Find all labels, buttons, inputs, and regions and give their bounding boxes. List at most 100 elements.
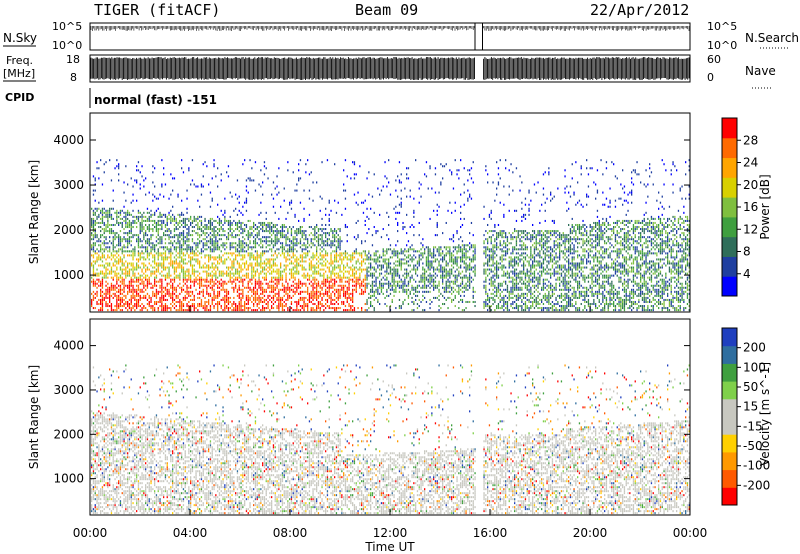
power-cell [253,236,254,238]
power-cell [118,212,119,214]
power-cell [141,269,142,271]
power-cell [109,295,110,297]
power-cell [177,234,178,236]
power-cell [123,181,124,183]
power-cell [206,281,207,283]
power-cell [253,303,254,305]
power-cell [237,226,238,228]
power-cell [156,297,157,299]
power-cell [251,167,252,169]
power-cell [122,262,123,264]
power-cell [262,267,263,269]
power-cell [118,262,119,264]
power-cell [129,226,130,228]
power-cell [129,307,130,309]
power-cell [195,271,196,273]
power-cell [177,256,178,258]
power-cell [149,238,150,240]
power-cell [109,291,110,293]
power-cell [192,293,193,295]
power-cell [194,285,195,287]
power-cell [203,230,204,232]
power-cell [143,262,144,264]
power-cell [231,269,232,271]
power-cell [239,297,240,299]
power-cell [141,165,142,167]
power-cell [258,273,259,275]
power-cell [102,291,103,293]
power-cell [197,226,198,228]
power-cell [194,220,195,222]
power-cell [242,248,243,250]
power-cell [226,252,227,254]
power-cell [120,256,121,258]
power-cell [138,305,139,307]
power-cell [114,224,115,226]
power-cell [179,242,180,244]
power-cell [240,222,241,224]
power-cell [246,297,247,299]
power-cell [239,271,240,273]
power-cell [120,287,121,289]
power-cell [188,226,189,228]
power-cell [122,222,123,224]
power-cell [194,230,195,232]
power-cell [233,252,234,254]
power-cell [127,309,128,311]
power-cell [197,242,198,244]
power-cell [150,265,151,267]
power-cell [141,271,142,273]
power-cell [228,165,229,167]
power-cell [138,212,139,214]
power-cell [168,262,169,264]
power-cell [206,236,207,238]
power-cell [185,275,186,277]
power-cell [113,236,114,238]
power-cell [224,301,225,303]
power-cell [104,273,105,275]
power-cell [185,291,186,293]
power-cell [170,279,171,281]
power-cell [127,210,128,212]
power-cell [244,267,245,269]
power-cell [152,256,153,258]
power-cell [95,177,96,179]
power-cell [239,226,240,228]
power-cell [132,291,133,293]
power-cell [105,224,106,226]
power-cell [156,271,157,273]
power-cell [188,232,189,234]
power-cell [167,299,168,301]
power-cell [91,248,92,250]
power-cell [262,289,263,291]
power-cell [181,271,182,273]
power-cell [260,273,261,275]
power-cell [246,244,247,246]
power-cell [242,289,243,291]
power-cell [158,232,159,234]
power-cell [212,248,213,250]
power-cell [239,254,240,256]
power-cell [168,218,169,220]
power-cell [255,242,256,244]
power-cell [244,287,245,289]
power-cell [242,297,243,299]
power-cell [138,258,139,260]
power-cell [145,279,146,281]
power-cell [154,271,155,273]
power-cell [122,299,123,301]
power-cell [136,265,137,267]
power-cell [131,297,132,299]
power-cell [257,254,258,256]
power-cell [264,273,265,275]
power-cell [212,277,213,279]
power-cell [194,297,195,299]
power-cell [138,303,139,305]
power-cell [168,271,169,273]
power-cell [113,200,114,202]
power-cell [206,305,207,307]
power-cell [194,250,195,252]
power-cell [213,248,214,250]
power-cell [96,248,97,250]
power-cell [195,260,196,262]
